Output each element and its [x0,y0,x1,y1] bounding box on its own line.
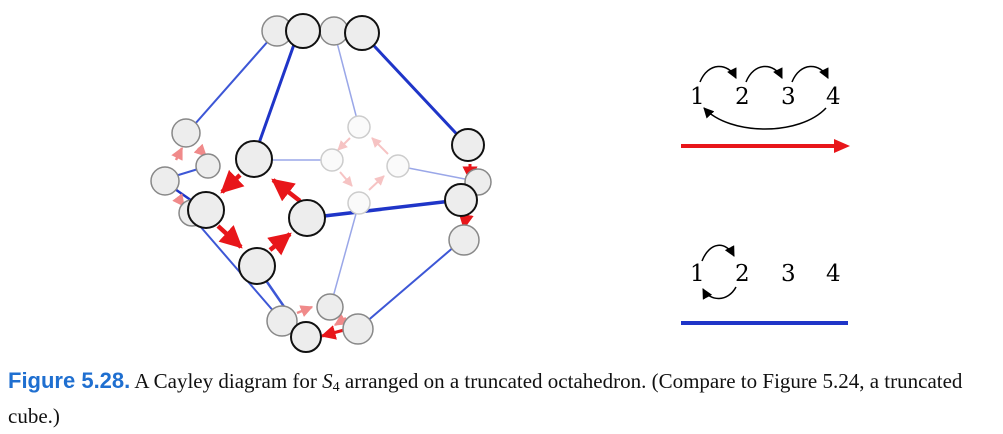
vertex [235,140,273,178]
vertices [150,13,492,353]
legend-red-number: 3 [781,84,796,110]
vertex [316,293,344,321]
vertex [386,154,410,178]
legend-red-number: 1 [690,84,705,110]
vertex [451,128,485,162]
vertex [285,13,321,49]
legend-red-generator: 1 2 3 4 [681,65,850,153]
vertex [171,118,201,148]
legend-red-number: 4 [826,84,841,110]
figure-caption: Figure 5.28. A Cayley diagram for S4 arr… [8,366,998,431]
vertex [266,305,298,337]
vertex [319,16,349,46]
red-permutation-arrows [699,65,829,130]
legend-red-number: 2 [735,84,750,110]
vertex [187,191,225,229]
caption-text-before: A Cayley diagram for [134,369,323,393]
red-edges [171,22,478,340]
vertex [347,191,371,215]
caption-text-after: arranged on a truncated octahedron. (Com… [8,369,963,428]
vertex [195,153,221,179]
group-subscript: 4 [332,380,340,395]
vertex [448,224,480,256]
blue-edges [160,30,471,339]
figure-number: Figure 5.28. [8,368,131,393]
vertex [444,183,478,217]
legend-red-arrowhead [834,139,850,153]
vertex [344,15,380,51]
vertex [347,115,371,139]
vertex [290,321,322,353]
blue-permutation-arrows [701,244,737,300]
vertex [238,247,276,285]
legend-blue-number: 3 [781,261,796,287]
legend-blue-generator: 1 2 3 4 [681,244,848,325]
legend-blue-number: 1 [690,261,705,287]
vertex [342,313,374,345]
vertex [150,166,180,196]
vertex [320,148,344,172]
legend-blue-number: 4 [826,261,841,287]
vertex [288,199,326,237]
legend-blue-number: 2 [735,261,750,287]
group-symbol: S [322,369,333,393]
